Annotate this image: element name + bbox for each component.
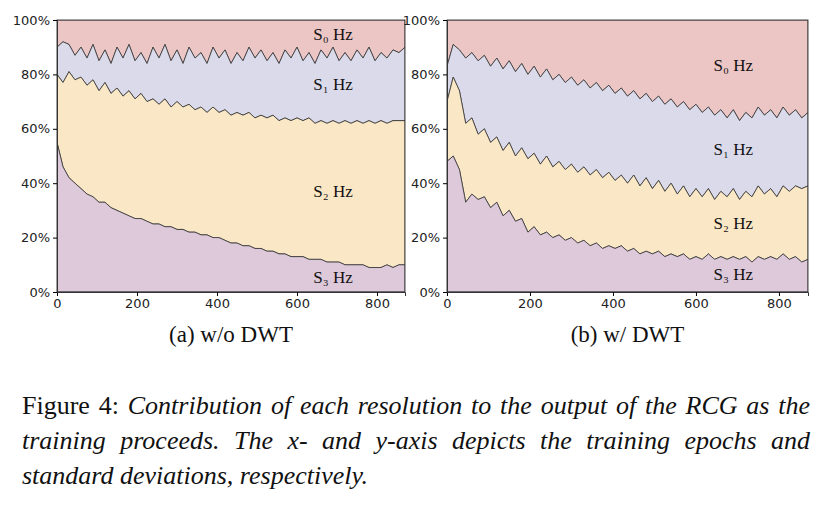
tick: 60% [21,121,57,136]
y-axis: 0% 20% 40% 60% 80% 100% [403,13,448,300]
tick: 60% [411,121,447,136]
tick: 40% [21,176,57,191]
tick-label: 0% [419,285,440,300]
figure: 0 200 400 600 800 0% 20% 40% 60% 80% 100% S₀ Hz S₁ H… [0,0,830,380]
tick-label: 80% [21,67,50,82]
subcaption: (a) w/o DWT [169,322,293,347]
x-axis: 0 200 400 600 800 [443,292,808,311]
tick-label: 0% [29,285,50,300]
tick: 80% [21,67,57,82]
x-axis: 0 200 400 600 800 [53,292,405,311]
tick: 20% [21,230,57,245]
tick-mark [443,74,447,75]
tick-label: 80% [411,67,440,82]
tick: 400 [601,292,626,311]
tick-label: 800 [767,296,792,311]
tick-mark [53,129,57,130]
chart-panel: 0 200 400 600 800 0% 20% 40% 60% 80% 100% S₀ Hz S₁ H… [13,13,406,347]
tick-mark [53,20,57,21]
tick-label: 20% [411,230,440,245]
tick-label: 200 [125,296,150,311]
tick: 0% [419,285,447,300]
subcaption: (b) w/ DWT [571,322,685,347]
tick-label: 100% [13,13,50,28]
axis-line [443,21,448,293]
plot-frame [447,20,808,292]
tick-label: 600 [285,296,310,311]
series-label: S₀ Hz [714,56,754,75]
caption-label: Figure 4: [22,391,119,420]
tick: 100% [403,13,447,28]
tick-mark [443,129,447,130]
series-labels: S₀ Hz S₁ Hz S₂ Hz S₃ Hz [313,25,353,287]
plot-area [447,20,808,292]
caption: Figure 4: Contribution of each resolutio… [22,388,810,493]
area [57,142,405,292]
series-label: S₁ Hz [313,75,353,94]
tick-label: 400 [205,296,230,311]
tick-label: 0 [53,296,61,311]
tick-mark [443,20,447,21]
tick-mark [53,238,57,239]
tick: 0 [53,292,61,311]
tick-label: 400 [601,296,626,311]
series-label: S₂ Hz [313,182,353,201]
tick-mark [443,183,447,184]
plot-area [57,20,405,292]
tick-label: 20% [21,230,50,245]
tick: 600 [285,292,310,311]
series-labels: S₀ Hz S₁ Hz S₂ Hz S₃ Hz [714,56,754,284]
axis-line [448,293,809,297]
tick-mark [443,238,447,239]
tick-label: 40% [21,176,50,191]
tick-label: 60% [21,121,50,136]
tick: 0% [29,285,57,300]
tick: 200 [518,292,543,311]
tick: 20% [411,230,447,245]
tick-label: 800 [365,296,390,311]
tick-label: 600 [684,296,709,311]
tick: 200 [125,292,150,311]
tick-label: 200 [518,296,543,311]
tick: 0 [443,292,451,311]
chart-panel: 0 200 400 600 800 0% 20% 40% 60% 80% 100% S₀ Hz S₁ H… [403,13,809,347]
series-label: S₃ Hz [714,265,754,284]
plot-frame [57,20,405,292]
series-label: S₀ Hz [313,25,353,44]
tick: 400 [205,292,230,311]
y-axis: 0% 20% 40% 60% 80% 100% [13,13,58,300]
area [447,156,808,292]
series-label: S₂ Hz [714,214,754,233]
tick-mark [53,183,57,184]
tick-mark [443,292,447,293]
tick-label: 0 [443,296,451,311]
tick-label: 40% [411,176,440,191]
tick: 600 [684,292,709,311]
tick-label: 100% [403,13,440,28]
series-label: S₃ Hz [313,268,353,287]
tick-label: 60% [411,121,440,136]
tick: 80% [411,67,447,82]
series-label: S₁ Hz [714,140,754,159]
axis-line [58,293,406,297]
tick-mark [53,292,57,293]
axis-line [53,21,58,293]
tick: 800 [767,292,792,311]
tick: 40% [411,176,447,191]
tick: 800 [365,292,390,311]
tick: 100% [13,13,57,28]
tick-mark [53,74,57,75]
caption-text: Contribution of each resolution to the o… [22,391,810,490]
